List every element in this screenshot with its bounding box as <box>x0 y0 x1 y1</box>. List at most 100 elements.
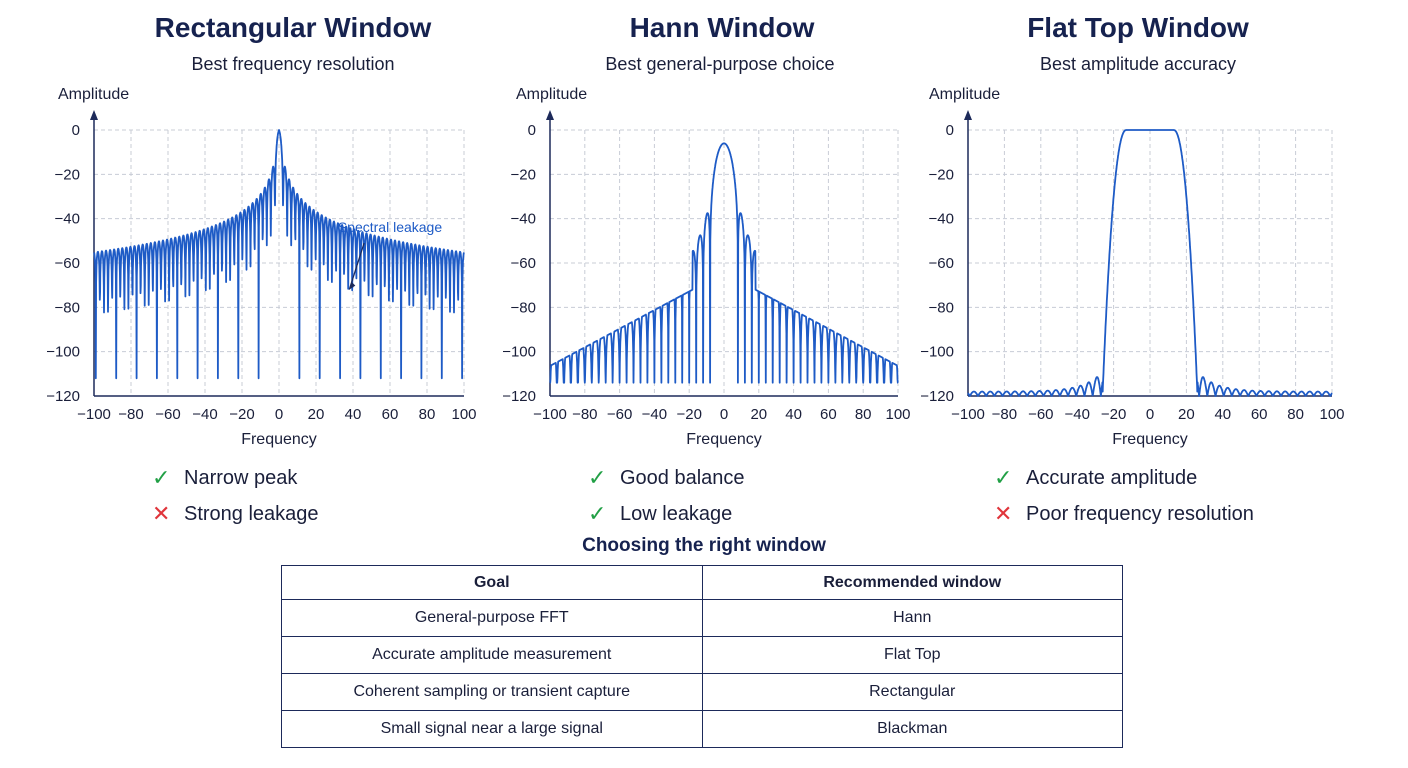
x-tick-label: −60 <box>607 406 632 423</box>
chart-panel-hann: Hann Window Best general-purpose choice … <box>502 12 910 532</box>
x-tick-label: 80 <box>419 406 436 423</box>
x-tick-label: 80 <box>1287 406 1304 423</box>
chart-title: Hann Window <box>629 12 815 43</box>
x-tick-label: −100 <box>77 406 111 423</box>
x-tick-label: −80 <box>572 406 597 423</box>
plot-area: −100 −80 −60 −40 −20 0 20 40 60 80 100 0 −20 −40 −60 −8… <box>502 86 910 448</box>
y-axis-arrow <box>546 110 554 120</box>
x-axis-label: Frequency <box>1112 431 1188 448</box>
x-tick-label: 40 <box>1214 406 1231 423</box>
y-tick-label: −80 <box>929 299 954 316</box>
x-tick-label: −20 <box>229 406 254 423</box>
y-tick-label: −40 <box>55 211 80 228</box>
table-header-goal: Goal <box>281 565 703 600</box>
pros-cons-text: Narrow peak <box>184 466 298 489</box>
chart-rectangular: −100 −80 −60 −40 −20 0 20 40 60 80 100 0 −20 −40 −60 −8… <box>46 86 476 448</box>
table-row: Accurate amplitude measurement Flat Top <box>281 636 1123 674</box>
y-axis-label: Amplitude <box>516 86 587 103</box>
x-tick-label: 40 <box>345 406 362 423</box>
window-guide-table: Goal Recommended window General-purpose … <box>281 565 1123 748</box>
table-header-recommended: Recommended window <box>701 565 1123 600</box>
y-tick-label: −20 <box>55 166 80 183</box>
check-icon: ✓ <box>588 501 607 526</box>
pros-cons-text: Low leakage <box>620 502 733 525</box>
x-tick-label: −100 <box>951 406 985 423</box>
y-tick-label: 0 <box>72 122 80 139</box>
check-icon: ✓ <box>588 465 607 490</box>
table-row: Small signal near a large signal Blackma… <box>281 710 1123 748</box>
x-tick-label: −60 <box>1028 406 1053 423</box>
x-tick-label: 60 <box>820 406 837 423</box>
pros-cons-item: ✓ Good balance <box>588 460 745 496</box>
y-axis-arrow <box>90 110 98 120</box>
y-tick-label: −60 <box>929 255 954 272</box>
chart-subtitle: Best frequency resolution <box>191 54 395 74</box>
plot-area: −100 −80 −60 −40 −20 0 20 40 60 80 100 0 −20 −40 −60 −8… <box>920 86 1344 448</box>
x-tick-label: 0 <box>1146 406 1154 423</box>
table-cell-goal: General-purpose FFT <box>281 599 703 637</box>
chart-flattop: −100 −80 −60 −40 −20 0 20 40 60 80 100 0 −20 −40 −60 −8… <box>920 86 1344 448</box>
annotation-arrowhead <box>349 281 356 290</box>
x-tick-label: 40 <box>785 406 802 423</box>
x-tick-label: −80 <box>118 406 143 423</box>
pros-cons-text: Poor frequency resolution <box>1026 502 1254 525</box>
pros-cons-item: ✓ Narrow peak <box>152 460 319 496</box>
pros-cons-list: ✓ Good balance ✓ Low leakage <box>588 460 745 532</box>
x-tick-label: −20 <box>676 406 701 423</box>
y-tick-label: −100 <box>920 344 954 361</box>
table-title: Choosing the right window <box>582 535 826 556</box>
table-cell-window: Rectangular <box>701 673 1123 711</box>
x-tick-label: −60 <box>155 406 180 423</box>
pros-cons-list: ✓ Narrow peak ✕ Strong leakage <box>152 460 319 532</box>
y-tick-label: 0 <box>946 122 954 139</box>
x-tick-label: −40 <box>192 406 217 423</box>
table-row: Coherent sampling or transient capture R… <box>281 673 1123 711</box>
x-tick-label: −100 <box>533 406 567 423</box>
y-axis-label: Amplitude <box>929 86 1000 103</box>
pros-cons-text: Strong leakage <box>184 502 319 525</box>
series-line <box>93 129 465 380</box>
x-tick-label: 0 <box>720 406 728 423</box>
chart-panel-flattop: Flat Top Window Best amplitude accuracy … <box>920 12 1344 532</box>
series-line <box>549 142 899 384</box>
y-tick-label: −60 <box>55 255 80 272</box>
y-tick-label: −20 <box>511 166 536 183</box>
y-tick-label: −120 <box>46 388 80 405</box>
x-tick-label: −80 <box>992 406 1017 423</box>
table-cell-window: Hann <box>701 599 1123 637</box>
y-tick-label: −80 <box>511 299 536 316</box>
y-axis-label: Amplitude <box>58 86 129 103</box>
y-tick-label: 0 <box>528 122 536 139</box>
chart-subtitle: Best amplitude accuracy <box>1039 54 1237 74</box>
pros-cons-item: ✕ Poor frequency resolution <box>994 496 1254 532</box>
pros-cons-item: ✓ Low leakage <box>588 496 745 532</box>
cross-icon: ✕ <box>152 501 171 526</box>
x-tick-label: −20 <box>1101 406 1126 423</box>
table-row: General-purpose FFT Hann <box>281 599 1123 637</box>
check-icon: ✓ <box>994 465 1013 490</box>
pros-cons-text: Good balance <box>620 466 745 489</box>
y-tick-label: −80 <box>55 299 80 316</box>
x-tick-label: 100 <box>885 406 910 423</box>
pros-cons-item: ✕ Strong leakage <box>152 496 319 532</box>
table-cell-goal: Small signal near a large signal <box>281 710 703 748</box>
chart-title: Flat Top Window <box>1027 12 1249 43</box>
series-line <box>967 129 1333 397</box>
x-tick-label: 20 <box>1178 406 1195 423</box>
chart-subtitle: Best general-purpose choice <box>605 54 835 74</box>
x-tick-label: 20 <box>750 406 767 423</box>
pros-cons-text: Accurate amplitude <box>1026 466 1198 489</box>
x-tick-label: −40 <box>642 406 667 423</box>
x-tick-label: 100 <box>1319 406 1344 423</box>
pros-cons-list: ✓ Accurate amplitude ✕ Poor frequency re… <box>994 460 1254 532</box>
x-tick-label: 60 <box>382 406 399 423</box>
x-tick-label: 100 <box>451 406 476 423</box>
x-axis-label: Frequency <box>241 431 317 448</box>
x-tick-label: 80 <box>855 406 872 423</box>
annotation-label: Spectral leakage <box>338 219 443 235</box>
y-tick-label: −100 <box>46 344 80 361</box>
x-tick-label: 0 <box>275 406 283 423</box>
table-cell-goal: Coherent sampling or transient capture <box>281 673 703 711</box>
chart-hann: −100 −80 −60 −40 −20 0 20 40 60 80 100 0 −20 −40 −60 −8… <box>502 86 910 448</box>
y-tick-label: −40 <box>929 211 954 228</box>
